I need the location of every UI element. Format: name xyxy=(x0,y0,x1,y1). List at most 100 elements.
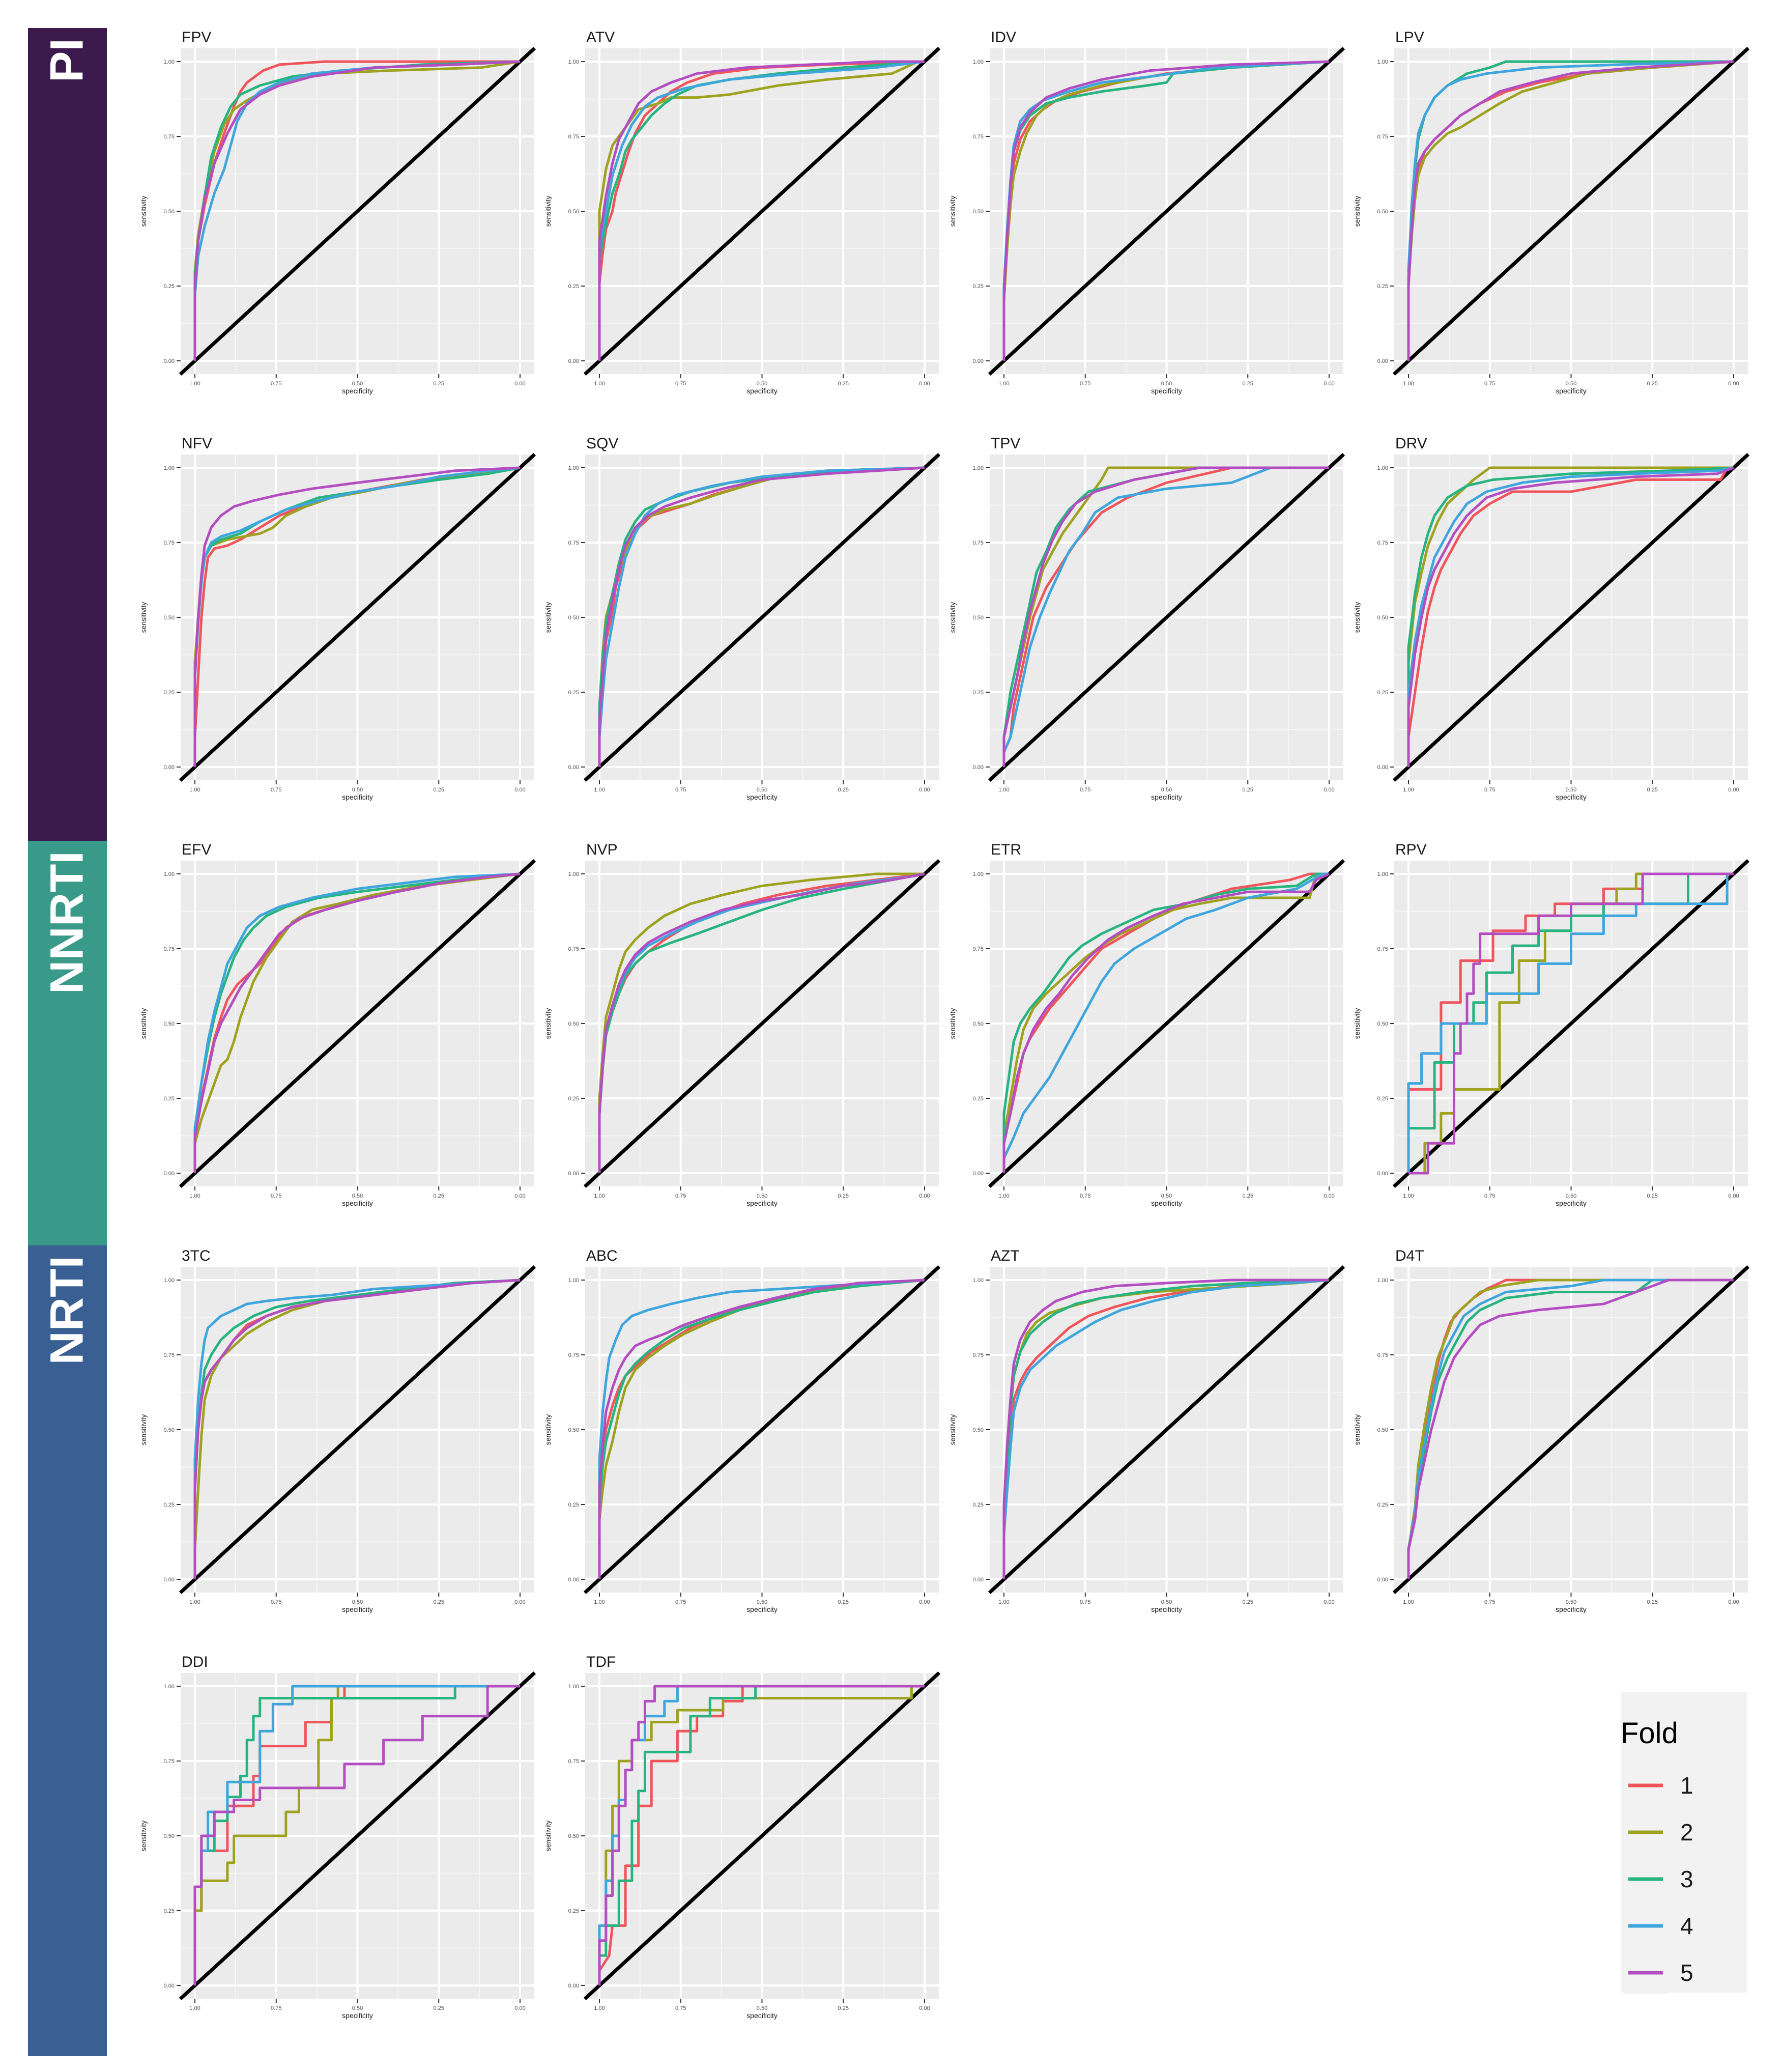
roc-curve-fold-5 xyxy=(193,466,521,767)
roc-curve-fold-5 xyxy=(193,872,521,1173)
y-axis-label: sensitivity xyxy=(948,1414,957,1445)
x-tick-label: 0.25 xyxy=(1647,381,1658,387)
legend-label: 4 xyxy=(1680,1913,1693,1939)
panel-idv: IDV 0.00 0.25 0.50 0.75 1.00 1.00 0.75 0.50 0.25 0… xyxy=(948,29,1345,395)
group-band-label: NNRTI xyxy=(41,851,93,994)
panel-title: RPV xyxy=(1395,841,1427,858)
x-tick-label: 0.75 xyxy=(675,2005,686,2011)
x-tick-label: 0.25 xyxy=(434,381,444,387)
chance-diagonal-line xyxy=(988,46,1345,376)
y-tick-label: 0.25 xyxy=(164,1096,175,1102)
panel-d4t: D4T 0.00 0.25 0.50 0.75 1.00 1.00 0.75 0.50 0.25 0… xyxy=(1353,1247,1750,1613)
x-tick-label: 0.75 xyxy=(271,1193,281,1199)
y-tick-label: 0.75 xyxy=(973,540,984,546)
y-tick-label: 0.75 xyxy=(164,1352,175,1358)
y-tick-label: 0.00 xyxy=(973,1171,984,1177)
x-tick-label: 0.50 xyxy=(757,1599,767,1605)
y-tick-label: 1.00 xyxy=(1377,871,1388,877)
y-tick-label: 0.50 xyxy=(1377,1021,1388,1027)
y-tick-label: 1.00 xyxy=(973,59,984,65)
x-tick-label: 0.25 xyxy=(434,1193,444,1199)
x-axis-label: specificity xyxy=(746,1605,778,1613)
y-tick-label: 0.75 xyxy=(164,1758,175,1765)
roc-curve-fold-5 xyxy=(1407,1279,1734,1579)
legend-item-fold-4: 4 xyxy=(1624,1905,1693,1947)
y-tick-label: 0.75 xyxy=(1377,134,1388,140)
grid-lines xyxy=(585,48,939,374)
y-tick-label: 0.75 xyxy=(1377,1352,1388,1358)
roc-curve-fold-2 xyxy=(1407,466,1734,767)
roc-curve-fold-5 xyxy=(193,1279,521,1579)
y-tick-label: 1.00 xyxy=(164,871,175,877)
roc-curve-fold-5 xyxy=(598,1685,925,1985)
roc-curve-fold-4 xyxy=(598,1279,925,1579)
roc-curve-fold-4 xyxy=(1002,1279,1330,1579)
y-tick-label: 0.75 xyxy=(568,1758,579,1765)
x-tick-label: 0.25 xyxy=(434,2005,444,2011)
x-tick-label: 0.00 xyxy=(1728,1599,1739,1605)
x-tick-label: 0.25 xyxy=(838,2005,849,2011)
y-tick-label: 0.50 xyxy=(973,615,984,621)
legend-item-fold-5: 5 xyxy=(1624,1951,1693,1994)
x-tick-label: 0.50 xyxy=(352,787,363,793)
x-tick-label: 1.00 xyxy=(189,1599,200,1605)
drug-class-bands: PI NNRTI NRTI xyxy=(28,28,107,2056)
roc-curve-fold-4 xyxy=(598,466,925,767)
y-tick-label: 0.00 xyxy=(1377,1171,1388,1177)
panel-title: TDF xyxy=(586,1654,616,1670)
chance-diagonal-line xyxy=(988,1265,1345,1595)
x-axis-label: specificity xyxy=(1151,1605,1182,1613)
group-band-label: NRTI xyxy=(41,1256,93,1365)
x-tick-label: 0.75 xyxy=(1080,381,1090,387)
legend-label: 1 xyxy=(1680,1772,1693,1799)
x-tick-label: 0.75 xyxy=(1080,1599,1090,1605)
panel-sqv: SQV 0.00 0.25 0.50 0.75 1.00 1.00 0.75 0.50 0.25 0… xyxy=(544,435,941,801)
x-tick-label: 0.50 xyxy=(352,2005,363,2011)
y-tick-label: 1.00 xyxy=(1377,465,1388,471)
chance-diagonal-line xyxy=(583,452,941,782)
roc-curve-fold-5 xyxy=(598,1279,925,1579)
y-tick-label: 0.25 xyxy=(973,690,984,696)
y-tick-label: 0.00 xyxy=(568,764,579,771)
y-tick-label: 0.50 xyxy=(568,615,579,621)
roc-curve-fold-4 xyxy=(1002,466,1329,767)
x-tick-label: 0.00 xyxy=(1728,381,1739,387)
roc-curve-fold-4 xyxy=(193,872,521,1173)
x-tick-label: 0.25 xyxy=(434,1599,444,1605)
y-tick-label: 0.00 xyxy=(164,1983,175,1989)
x-axis-label: specificity xyxy=(1151,387,1182,395)
group-band-nnrti: NNRTI xyxy=(28,841,107,1245)
y-tick-label: 0.25 xyxy=(568,283,579,290)
y-tick-label: 0.25 xyxy=(1377,690,1388,696)
panel-title: ABC xyxy=(586,1247,618,1264)
y-tick-label: 0.25 xyxy=(568,1096,579,1102)
group-band-pi: PI xyxy=(28,28,107,841)
panel-3tc: 3TC 0.00 0.25 0.50 0.75 1.00 1.00 0.75 0.50 0.25 0… xyxy=(139,1247,536,1613)
y-tick-label: 1.00 xyxy=(973,1278,984,1284)
chance-diagonal-line xyxy=(583,1671,941,2001)
x-tick-label: 1.00 xyxy=(189,1193,200,1199)
x-tick-label: 0.75 xyxy=(271,787,281,793)
y-tick-label: 0.50 xyxy=(568,209,579,215)
x-tick-label: 0.50 xyxy=(757,787,767,793)
y-axis-label: sensitivity xyxy=(1353,196,1361,227)
x-axis-label: specificity xyxy=(342,1199,373,1207)
panel-title: FPV xyxy=(182,29,211,46)
roc-curve-fold-1 xyxy=(1407,466,1734,767)
x-tick-label: 0.75 xyxy=(1484,381,1495,387)
x-tick-label: 0.50 xyxy=(352,1599,363,1605)
x-tick-label: 0.75 xyxy=(675,381,686,387)
x-tick-label: 1.00 xyxy=(594,1193,605,1199)
panel-title: ATV xyxy=(586,29,615,46)
y-tick-label: 0.75 xyxy=(568,946,579,952)
legend-item-fold-1: 1 xyxy=(1624,1764,1693,1807)
roc-curve-fold-2 xyxy=(1002,872,1329,1173)
y-tick-label: 1.00 xyxy=(568,871,579,877)
y-tick-label: 0.00 xyxy=(164,1171,175,1177)
panel-title: EFV xyxy=(182,841,211,858)
roc-curve-fold-5 xyxy=(598,872,925,1173)
x-tick-label: 0.75 xyxy=(1080,1193,1090,1199)
x-tick-label: 0.25 xyxy=(838,381,849,387)
x-axis-label: specificity xyxy=(1556,793,1587,801)
x-axis-label: specificity xyxy=(342,793,373,801)
